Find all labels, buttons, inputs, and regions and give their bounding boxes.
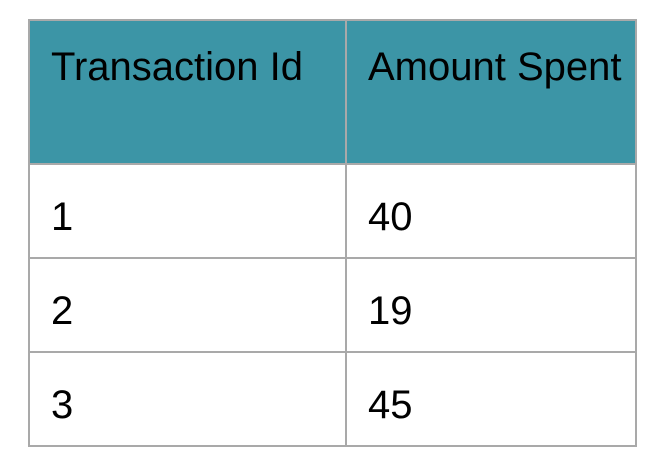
- amount-spent-cell: 40: [345, 163, 637, 259]
- column-header-amount-spent: Amount Spent: [345, 19, 637, 165]
- table-row: 2 19: [28, 257, 637, 353]
- column-header-transaction-id: Transaction Id: [28, 19, 347, 165]
- transaction-id-cell: 3: [28, 351, 347, 447]
- table-body: 1 40 2 19 3 45: [28, 163, 637, 447]
- amount-spent-cell: 45: [345, 351, 637, 447]
- transaction-id-cell: 2: [28, 257, 347, 353]
- transactions-table: Transaction Id Amount Spent 1 40 2 19 3 …: [28, 19, 637, 447]
- amount-spent-cell: 19: [345, 257, 637, 353]
- table-header: Transaction Id Amount Spent: [28, 19, 637, 165]
- transaction-id-cell: 1: [28, 163, 347, 259]
- table-row: 3 45: [28, 351, 637, 447]
- table-row: 1 40: [28, 163, 637, 259]
- header-row: Transaction Id Amount Spent: [28, 19, 637, 165]
